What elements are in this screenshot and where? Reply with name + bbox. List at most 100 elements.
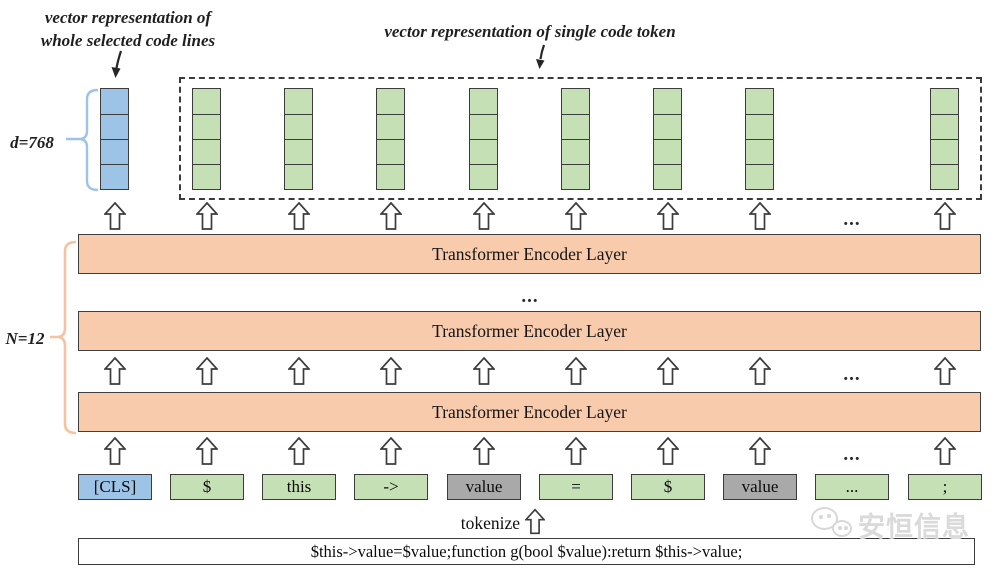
up-arrow-icon (287, 201, 311, 235)
token-box: $ (631, 474, 705, 500)
token-vector (376, 88, 405, 190)
token-vector (284, 88, 313, 190)
up-arrow-icon (287, 356, 311, 390)
watermark-text: 安恒信息 (858, 511, 970, 542)
vector-cell (101, 139, 128, 164)
up-arrow-icon (472, 356, 496, 390)
up-arrow-icon (103, 436, 127, 470)
dimension-label: d=768 (10, 133, 54, 152)
vector-cell (470, 114, 497, 139)
num-layers-label: N=12 (5, 329, 45, 348)
token-box: this (262, 474, 336, 500)
vector-cell (101, 164, 128, 189)
transformer-encoder-layer-1: Transformer Encoder Layer (78, 234, 981, 274)
vector-cell (377, 164, 404, 189)
up-arrow-icon (933, 356, 957, 390)
vector-cell (746, 114, 773, 139)
vector-cell (562, 89, 589, 114)
vector-cell (193, 139, 220, 164)
row-ellipsis: ... (843, 209, 861, 230)
vector-cell (285, 164, 312, 189)
token-vector (469, 88, 498, 190)
up-arrow-icon (379, 436, 403, 470)
up-arrow-icon (564, 436, 588, 470)
vector-cell (931, 164, 958, 189)
down-arrow-icon (536, 44, 546, 69)
vector-cell (193, 164, 220, 189)
whole-lines-annotation: vector representation of whole selected … (18, 6, 238, 52)
token-box: -> (354, 474, 428, 500)
encoder-layer-label: Transformer Encoder Layer (432, 320, 627, 341)
token-vector (192, 88, 221, 190)
up-arrow-icon (379, 356, 403, 390)
vector-cell (377, 89, 404, 114)
up-arrow-icon (379, 201, 403, 235)
vector-cell (654, 89, 681, 114)
vector-cell (931, 139, 958, 164)
vector-cell (101, 114, 128, 139)
vector-cell (654, 139, 681, 164)
vector-cell (285, 89, 312, 114)
up-arrow-icon (656, 436, 680, 470)
up-arrow-icon (103, 356, 127, 390)
up-arrow-icon (195, 201, 219, 235)
whole-lines-annotation-line2: whole selected code lines (40, 31, 216, 50)
row-ellipsis: ... (843, 364, 861, 385)
dimension-brace (66, 88, 99, 192)
vector-cell (931, 114, 958, 139)
single-token-annotation: vector representation of single code tok… (384, 22, 676, 41)
up-arrow-icon (933, 436, 957, 470)
token-box: ... (815, 474, 889, 500)
vector-cell (193, 114, 220, 139)
up-arrow-icon (748, 201, 772, 235)
up-arrow-icon (103, 201, 127, 235)
vector-cell (470, 89, 497, 114)
vector-cell (562, 114, 589, 139)
tokenize-label: tokenize (460, 513, 520, 533)
token-vector (745, 88, 774, 190)
token-box: = (539, 474, 613, 500)
transformer-encoder-layer-3: Transformer Encoder Layer (78, 392, 981, 432)
token-box: value (723, 474, 797, 500)
vector-cell (470, 164, 497, 189)
code-input-box: $this->value=$value;function g(bool $val… (78, 538, 975, 565)
up-arrow-icon (656, 356, 680, 390)
vector-cell (285, 139, 312, 164)
token-box: value (447, 474, 521, 500)
vector-cell (101, 89, 128, 114)
token-vector (653, 88, 682, 190)
up-arrow-icon (564, 201, 588, 235)
hidden-layers-ellipsis: ... (521, 286, 539, 307)
vector-cell (562, 139, 589, 164)
up-arrow-icon (564, 356, 588, 390)
token-vectors-group-box (179, 77, 982, 200)
up-arrow-icon (195, 356, 219, 390)
up-arrow-icon (656, 201, 680, 235)
vector-cell (746, 139, 773, 164)
up-arrow-icon (748, 356, 772, 390)
wechat-logo-icon (808, 503, 854, 545)
vector-cell (654, 114, 681, 139)
token-vector (930, 88, 959, 190)
vector-cell (377, 139, 404, 164)
cls-vector (100, 88, 129, 190)
up-arrow-icon (748, 436, 772, 470)
vector-cell (470, 139, 497, 164)
down-arrow-icon (111, 50, 123, 78)
vector-cell (931, 89, 958, 114)
watermark: 安恒信息 (808, 503, 970, 545)
vector-cell (285, 114, 312, 139)
token-vector (561, 88, 590, 190)
row-ellipsis: ... (843, 444, 861, 465)
up-arrow-icon (195, 436, 219, 470)
whole-lines-annotation-line1: vector representation of (44, 8, 212, 27)
vector-cell (746, 164, 773, 189)
vector-cell (746, 89, 773, 114)
encoder-layer-label: Transformer Encoder Layer (432, 243, 627, 264)
vector-cell (654, 164, 681, 189)
up-arrow-icon (472, 201, 496, 235)
transformer-encoder-layer-2: Transformer Encoder Layer (78, 311, 981, 351)
code-input-text: $this->value=$value;function g(bool $val… (310, 541, 743, 561)
up-arrow-icon (472, 436, 496, 470)
encoder-layer-label: Transformer Encoder Layer (432, 401, 627, 422)
